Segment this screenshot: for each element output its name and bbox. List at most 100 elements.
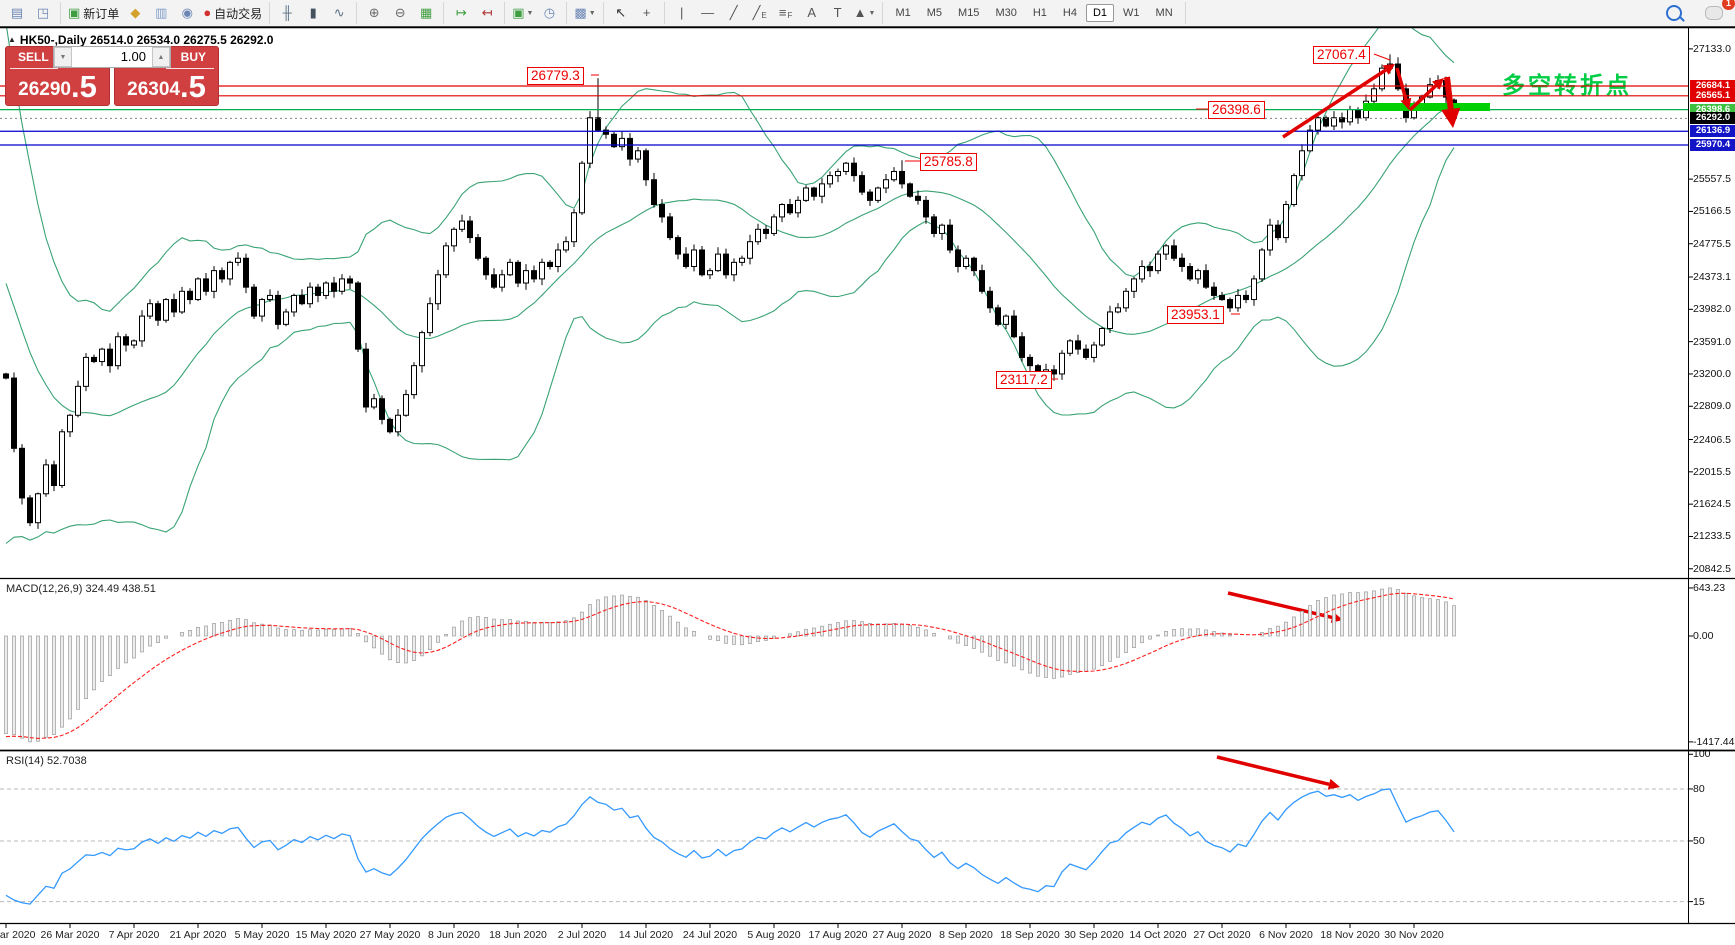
terminal-icon[interactable]: ▥ (155, 5, 168, 20)
signals-icon[interactable]: ◉ (181, 5, 193, 20)
date-label: 8 Sep 2020 (939, 929, 993, 941)
timeframe-button-w1[interactable]: W1 (1123, 7, 1140, 19)
volume-decrease-button[interactable]: ▼ (54, 47, 72, 67)
toolbar-group: ↖ + (604, 2, 665, 24)
chart-profile-icon[interactable]: ▩ ▼ (574, 5, 596, 20)
volume-box: ▼ 1.00 ▲ (53, 46, 171, 68)
sell-label[interactable]: SELL (10, 47, 58, 69)
timeframe-button-m15[interactable]: M15 (958, 7, 980, 19)
price-axis-label: 22015.5 (1693, 465, 1731, 478)
trendline-icon[interactable]: ╱ (729, 5, 738, 20)
chart-style-icon[interactable]: ◆ (130, 5, 141, 20)
text-icon[interactable]: A (807, 5, 816, 20)
date-label: 7 Apr 2020 (108, 929, 160, 941)
date-label: 6 Nov 2020 (1259, 929, 1313, 941)
tile-windows-icon[interactable]: ▦ (420, 5, 433, 20)
bollinger-bands (5, 28, 1455, 544)
date-label: 16 Mar 2020 (0, 929, 36, 941)
cursor-icon[interactable]: ↖ (615, 5, 627, 20)
sell-price: 26290.5 (18, 69, 97, 104)
date-label: 27 May 2020 (359, 929, 421, 941)
autotrade-icon[interactable]: ● 自动交易 (203, 5, 263, 21)
shapes-icon[interactable]: ▲ ▼ (853, 5, 876, 20)
horizontal-line-icon[interactable]: — (701, 5, 715, 20)
zoom-out-icon[interactable]: ⊖ (394, 5, 406, 20)
timeframe-button-h1[interactable]: H1 (1032, 7, 1047, 19)
rsi-axis-label: 50 (1693, 834, 1705, 847)
rsi-axis-label: 15 (1693, 895, 1705, 908)
date-label: 15 May 2020 (295, 929, 357, 941)
chart-shift-icon[interactable]: ↤ (481, 5, 493, 20)
line-price-badge: 26136.9 (1690, 125, 1735, 138)
date-label: 18 Nov 2020 (1320, 929, 1380, 941)
date-label: 14 Oct 2020 (1129, 929, 1187, 941)
toolbar-group: ⊕ ⊖ ▦ (357, 2, 445, 24)
note-text: 多空转折点 (1502, 72, 1632, 98)
candles-layer (3, 54, 1457, 529)
navigator-icon[interactable]: ◳ (36, 5, 50, 20)
price-axis-label: 25557.5 (1693, 173, 1731, 186)
timeframe-button-mn[interactable]: MN (1155, 7, 1173, 19)
price-axis-label: 23200.0 (1693, 367, 1731, 380)
zoom-in-icon[interactable]: ⊕ (368, 5, 380, 20)
buy-label[interactable]: BUY (166, 47, 214, 69)
rsi-panel (0, 788, 1688, 905)
timeframe-button-m30[interactable]: M30 (995, 7, 1017, 19)
line-chart-icon[interactable]: ∿ (333, 5, 345, 20)
date-label: 17 Aug 2020 (808, 929, 868, 941)
timeframe-button-m5[interactable]: M5 (926, 7, 943, 19)
date-label: 30 Nov 2020 (1384, 929, 1444, 941)
volume-increase-button[interactable]: ▲ (152, 47, 170, 67)
vertical-line-icon[interactable]: | (679, 5, 684, 20)
new-template-icon[interactable]: ▣ ▼ (512, 5, 534, 20)
date-label: 5 Aug 2020 (747, 929, 801, 941)
timeframe-button-d1[interactable]: D1 (1085, 4, 1115, 22)
price-annotation: 25785.8 (920, 153, 977, 171)
price-annotation: 26398.6 (1208, 101, 1265, 119)
auto-scroll-icon[interactable]: ↦ (455, 5, 467, 20)
toolbar-group: ▣ 新订单 ◆ ▥ ◉ ● 自动交易 (61, 2, 271, 24)
date-label: 8 Jun 2020 (428, 929, 480, 941)
date-label: 27 Oct 2020 (1193, 929, 1251, 941)
search-icon[interactable] (1661, 3, 1687, 23)
price-annotation: 23953.1 (1167, 306, 1224, 324)
rsi-indicator-label: RSI(14) 52.7038 (6, 755, 87, 767)
date-label: 30 Sep 2020 (1064, 929, 1124, 941)
crosshair-icon[interactable]: + (642, 5, 651, 20)
annotations-layer (591, 53, 1461, 790)
toolbar-group: ╫ ▮ ∿ (270, 2, 358, 24)
chevron-down-icon[interactable]: ▼ (526, 9, 534, 17)
price-axis-label: 24373.1 (1693, 270, 1731, 283)
chevron-down-icon[interactable]: ▼ (868, 9, 876, 17)
bar-chart-icon[interactable]: ╫ (282, 5, 292, 20)
autotrade-icon-label[interactable]: 自动交易 (214, 6, 263, 21)
rsi-axis-label: 80 (1693, 782, 1705, 795)
volume-input[interactable]: 1.00 (120, 49, 146, 64)
new-order-icon[interactable]: ▣ 新订单 (68, 5, 120, 21)
period-clock-icon[interactable]: ◷ (543, 5, 556, 20)
symbol-title: ▲ HK50-,Daily 26514.0 26534.0 26275.5 262… (8, 33, 273, 47)
date-label: 27 Aug 2020 (872, 929, 932, 941)
market-watch-icon[interactable]: ▤ (10, 5, 24, 20)
toolbar-group: ↦ ↤ (444, 2, 506, 24)
candlestick-chart-icon[interactable]: ▮ (309, 5, 317, 20)
fibonacci-icon[interactable]: ≡ F (778, 5, 793, 20)
chat-icon[interactable]: 1 (1701, 0, 1735, 23)
price-annotation: 27067.4 (1313, 46, 1370, 64)
new-order-icon-label[interactable]: 新订单 (83, 6, 120, 21)
timeframe-button-h4[interactable]: H4 (1062, 7, 1077, 19)
price-axis-label: 22406.5 (1693, 433, 1731, 446)
equidistant-channel-icon[interactable]: ╱ E (752, 5, 767, 20)
chevron-down-icon[interactable]: ▼ (588, 9, 596, 17)
line-price-badge: 26684.1 (1690, 80, 1735, 92)
collapse-icon[interactable]: ▲ (8, 35, 16, 44)
price-chart-svg[interactable]: 多空转折点 (0, 26, 1735, 945)
line-price-badge: 26565.1 (1690, 89, 1735, 102)
rsi-axis-label: 100 (1693, 748, 1711, 761)
horizontal-lines (0, 85, 1688, 146)
price-axis-label: 21233.5 (1693, 530, 1731, 543)
text-label-icon[interactable]: T (833, 5, 842, 20)
timeframe-button-m1[interactable]: M1 (895, 7, 911, 19)
buy-price: 26304.5 (127, 69, 206, 104)
